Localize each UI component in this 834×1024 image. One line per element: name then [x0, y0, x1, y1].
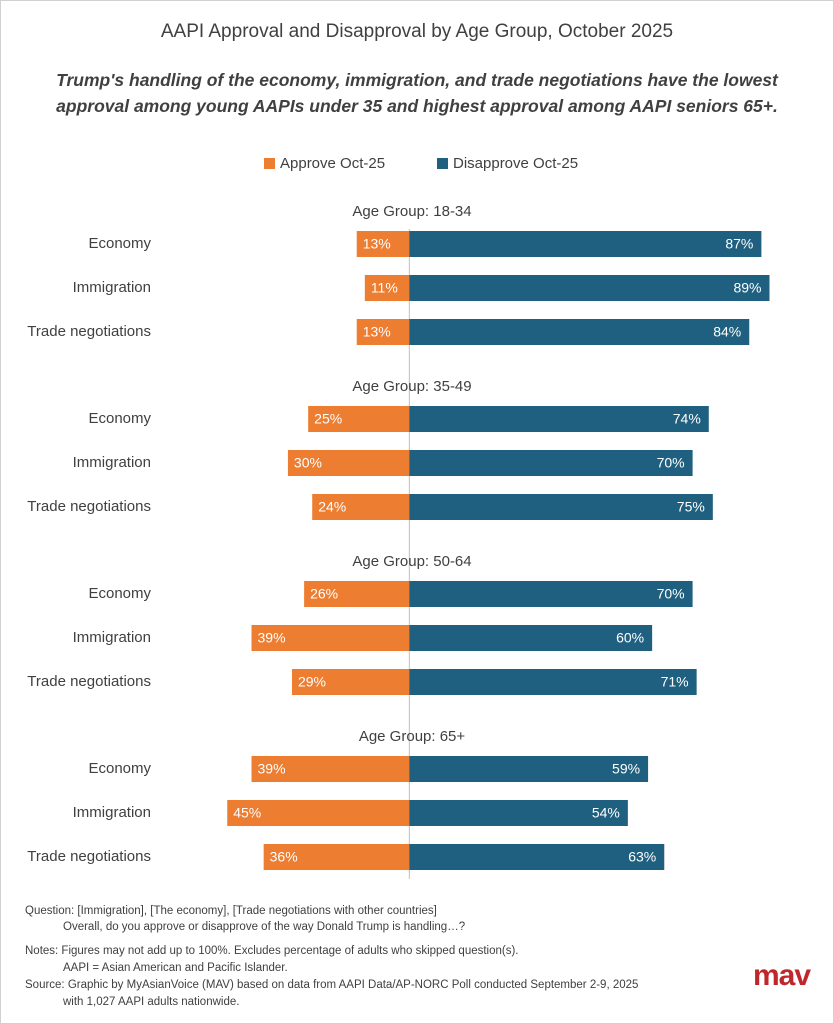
chart-title: AAPI Approval and Disapproval by Age Gro… [160, 21, 674, 42]
value-label: 39% [258, 630, 286, 646]
value-label: 63% [628, 849, 656, 865]
bar [227, 800, 410, 826]
value-label: 13% [363, 324, 391, 340]
value-label: 70% [657, 455, 685, 471]
bar [409, 625, 653, 651]
category-label: Economy [88, 585, 151, 602]
bar [312, 494, 410, 520]
bar [251, 625, 410, 651]
value-label: 45% [233, 805, 261, 821]
bar [364, 275, 410, 301]
value-label: 26% [310, 586, 338, 602]
category-label: Trade negotiations [27, 673, 151, 690]
value-label: 36% [270, 849, 298, 865]
bar [356, 319, 410, 345]
group-label: Age Group: 65+ [359, 728, 466, 745]
category-label: Immigration [73, 454, 151, 471]
category-label: Immigration [73, 804, 151, 821]
legend-label: Approve Oct-25 [280, 155, 385, 172]
group-label: Age Group: 18-34 [352, 203, 471, 220]
bar [308, 406, 410, 432]
bar [409, 844, 665, 870]
bar [291, 669, 410, 695]
category-label: Trade negotiations [27, 498, 151, 515]
bar [356, 231, 410, 257]
legend-swatch [437, 158, 448, 169]
category-label: Immigration [73, 279, 151, 296]
bar [409, 450, 693, 476]
bar [287, 450, 410, 476]
value-label: 71% [661, 674, 689, 690]
value-label: 24% [318, 499, 346, 515]
value-label: 70% [657, 586, 685, 602]
bar [409, 800, 628, 826]
bar [409, 319, 750, 345]
footnote: with 1,027 AAPI adults nationwide. [63, 996, 240, 1008]
value-label: 59% [612, 761, 640, 777]
footnote: Overall, do you approve or disapprove of… [63, 921, 466, 933]
category-label: Trade negotiations [27, 323, 151, 340]
value-label: 11% [371, 280, 398, 296]
category-label: Immigration [73, 629, 151, 646]
bar [409, 231, 762, 257]
value-label: 75% [677, 499, 705, 515]
category-label: Economy [88, 410, 151, 427]
value-label: 54% [592, 805, 620, 821]
value-label: 39% [258, 761, 286, 777]
footnote: Source: Graphic by MyAsianVoice (MAV) ba… [25, 979, 639, 991]
bar [304, 581, 410, 607]
bar [409, 756, 649, 782]
logo: mav [753, 959, 811, 992]
value-label: 60% [616, 630, 644, 646]
footnote: Question: [Immigration], [The economy], … [25, 905, 437, 917]
value-label: 87% [725, 236, 753, 252]
bar [409, 581, 693, 607]
group-label: Age Group: 50-64 [352, 553, 471, 570]
chart-subtitle: Trump's handling of the economy, immigra… [56, 70, 778, 116]
footnote: Notes: Figures may not add up to 100%. E… [25, 945, 519, 957]
value-label: 89% [733, 280, 761, 296]
group-label: Age Group: 35-49 [352, 378, 471, 395]
bar [251, 756, 410, 782]
category-label: Trade negotiations [27, 848, 151, 865]
value-label: 25% [314, 411, 342, 427]
legend-swatch [264, 158, 275, 169]
bar [409, 275, 770, 301]
value-label: 29% [298, 674, 326, 690]
legend-label: Disapprove Oct-25 [453, 155, 578, 172]
bar [263, 844, 410, 870]
category-label: Economy [88, 760, 151, 777]
bar [409, 669, 697, 695]
bar [409, 406, 709, 432]
value-label: 13% [363, 236, 391, 252]
category-label: Economy [88, 235, 151, 252]
value-label: 30% [294, 455, 322, 471]
footnote: AAPI = Asian American and Pacific Island… [63, 962, 288, 974]
value-label: 84% [713, 324, 741, 340]
value-label: 74% [673, 411, 701, 427]
bar [409, 494, 713, 520]
